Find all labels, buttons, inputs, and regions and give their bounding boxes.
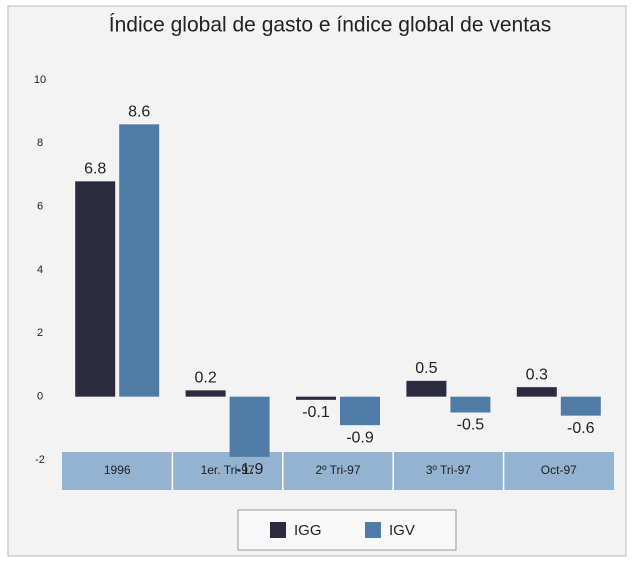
value-label: 6.8 [84, 161, 106, 178]
y-tick-label: 6 [37, 201, 43, 213]
bar [560, 396, 601, 416]
value-label: -1.9 [236, 461, 264, 478]
y-tick-label: 10 [34, 74, 46, 86]
bar [450, 396, 491, 413]
x-tick-label: 1996 [104, 463, 131, 477]
value-label: 0.5 [415, 360, 437, 377]
legend-label: IGV [389, 522, 415, 539]
x-tick-label: 1er. Tri-97 [201, 463, 255, 477]
value-label: -0.1 [302, 404, 330, 421]
value-label: -0.5 [457, 417, 485, 434]
bar [516, 387, 557, 397]
value-label: -0.9 [346, 429, 374, 446]
legend-swatch [270, 522, 286, 538]
value-label: -0.6 [567, 420, 595, 437]
y-tick-label: 0 [37, 391, 43, 403]
bar [296, 396, 336, 400]
category-strip [62, 452, 614, 490]
bar [75, 181, 116, 397]
bar [406, 380, 447, 397]
bar [119, 124, 160, 397]
legend-swatch [365, 522, 381, 538]
x-tick-label: 3º Tri-97 [426, 463, 471, 477]
value-label: 0.2 [194, 370, 216, 387]
y-tick-label: 2 [37, 327, 43, 339]
y-tick-label: -2 [35, 454, 45, 466]
bar [229, 396, 270, 457]
value-label: 0.3 [526, 366, 548, 383]
y-tick-label: 8 [37, 137, 43, 149]
x-tick-label: 2º Tri-97 [315, 463, 360, 477]
x-tick-label: Oct-97 [541, 463, 577, 477]
value-label: 8.6 [128, 104, 150, 121]
chart-title: Índice global de gasto e índice global d… [109, 14, 552, 37]
y-tick-label: 4 [37, 264, 43, 276]
legend-label: IGG [294, 522, 322, 539]
bar [185, 390, 226, 397]
bar [340, 396, 380, 426]
